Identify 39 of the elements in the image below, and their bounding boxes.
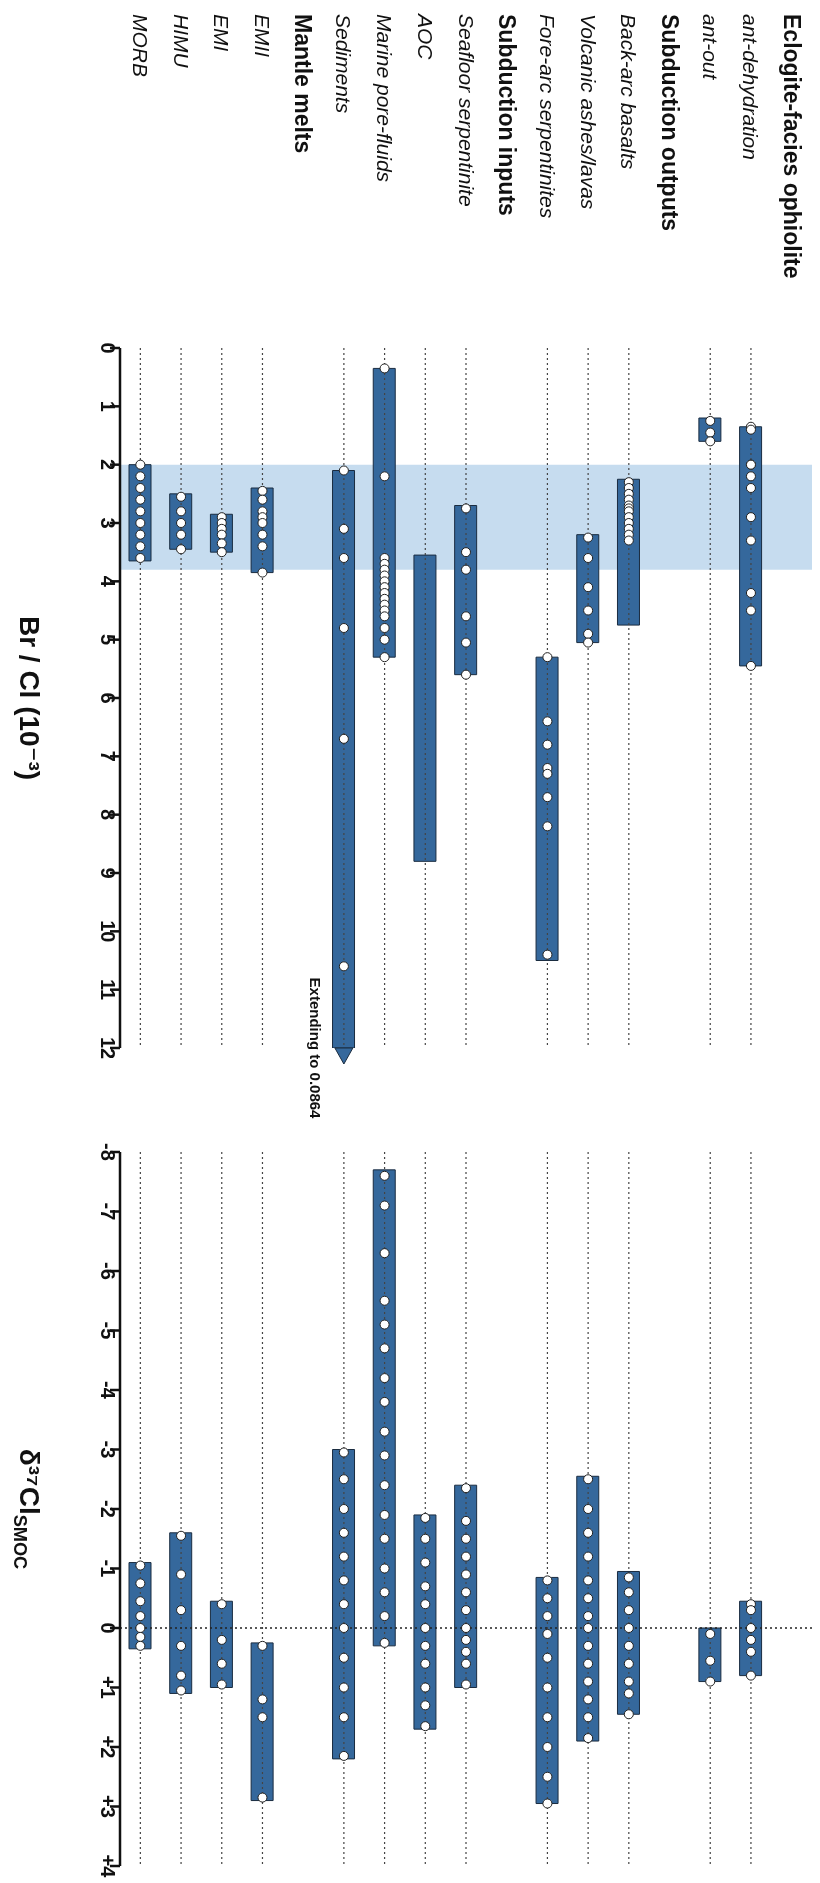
bar xyxy=(250,1642,274,1802)
bar xyxy=(535,656,559,961)
x-tick-label: Subduction inputs xyxy=(493,14,520,216)
x-tick-label: Fore-arc serpentinites xyxy=(535,14,559,219)
x-tick-label: HIMU xyxy=(169,14,193,69)
y-axis-title: Br / Cl (10⁻³) xyxy=(14,615,46,781)
x-tick-label: EMI xyxy=(210,14,234,52)
y-tick-label: +3 xyxy=(97,1795,119,1818)
y-tick-label: -4 xyxy=(97,1381,119,1400)
y-tick-label: +1 xyxy=(97,1676,119,1699)
y-tick-label: 6 xyxy=(97,692,119,704)
y-tick-label: +2 xyxy=(97,1735,119,1759)
x-tick-label: Sediments xyxy=(332,14,356,114)
annotation: Extending to 0.0864 xyxy=(307,977,325,1120)
y-tick-label: -1 xyxy=(97,1559,119,1578)
x-tick-label: Back-arc basalts xyxy=(617,14,641,170)
y-tick-label: -7 xyxy=(97,1202,119,1221)
y-tick-label: +4 xyxy=(97,1854,119,1879)
y-tick-label: 7 xyxy=(97,750,119,762)
x-tick-label: ant-out xyxy=(698,14,722,81)
x-tick-label: AOC xyxy=(413,12,437,61)
bar xyxy=(413,554,437,862)
x-tick-label: Subduction outputs xyxy=(656,14,683,232)
y-tick-label: 12 xyxy=(97,1036,119,1060)
x-tick-label: MORB xyxy=(128,14,152,77)
y-tick-label: 2 xyxy=(97,459,119,471)
y-tick-label: -3 xyxy=(97,1440,119,1459)
x-tick-label: ant-dehydration xyxy=(739,14,763,160)
y-tick-label: 5 xyxy=(97,634,119,646)
y-tick-label: 9 xyxy=(97,867,119,879)
y-tick-label: 11 xyxy=(97,979,119,1001)
y-tick-label: 8 xyxy=(97,809,119,821)
x-tick-label: Mantle melts xyxy=(290,14,317,154)
x-tick-label: EMII xyxy=(250,14,274,58)
x-tick-label: Marine pore-fluids xyxy=(373,14,397,183)
y-tick-label: 10 xyxy=(97,920,119,943)
x-tick-label: Seafloor serpentinite xyxy=(454,14,478,207)
x-tick-label: Volcanic ashes/lavas xyxy=(576,14,600,210)
x-tick-label: Eclogite-facies ophiolite xyxy=(778,14,805,279)
